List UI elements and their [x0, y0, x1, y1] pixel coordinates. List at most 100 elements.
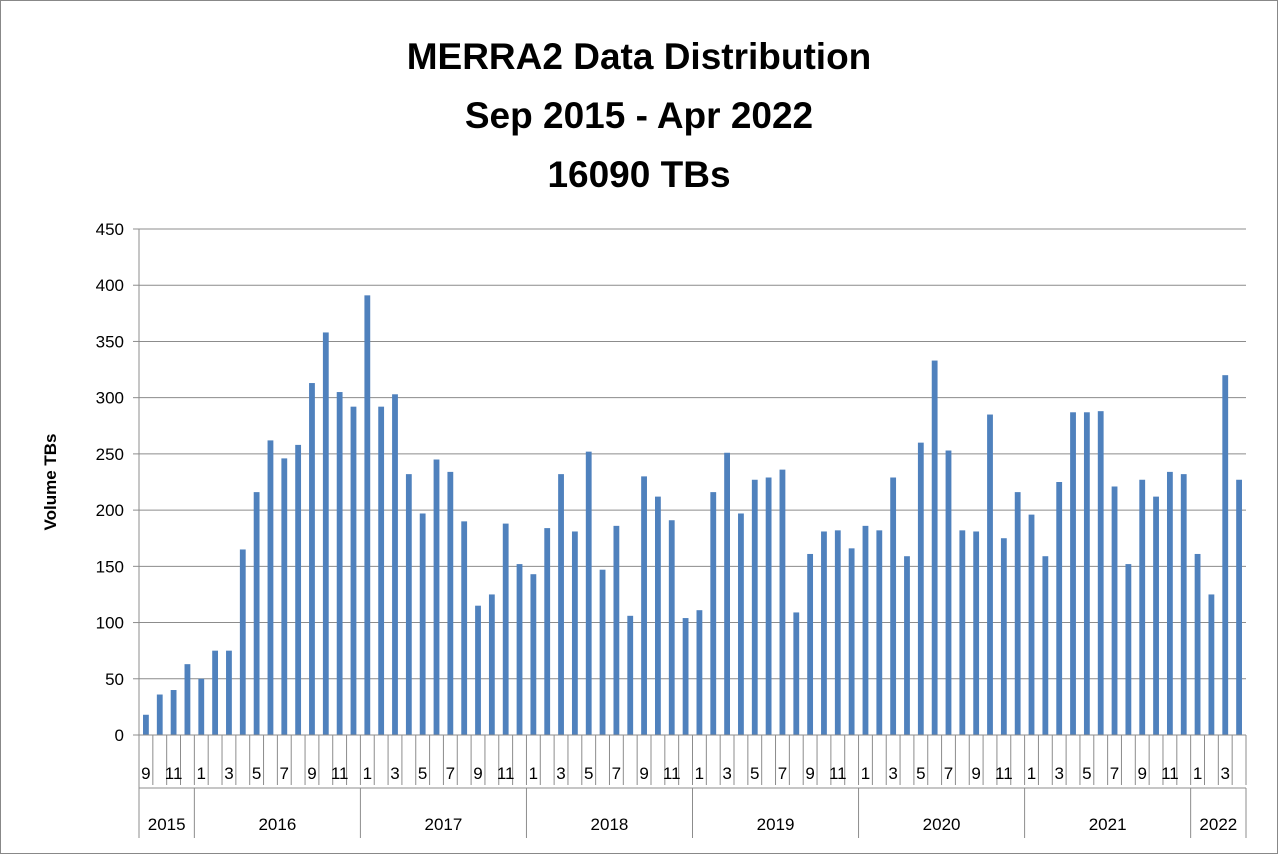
x-month-label: 11	[663, 764, 681, 783]
x-month-label: 3	[1221, 764, 1230, 783]
bar	[585, 451, 592, 735]
x-month-label: 11	[829, 764, 847, 783]
x-month-label: 1	[861, 764, 870, 783]
bar	[309, 383, 315, 735]
bar	[765, 477, 772, 735]
bar	[1125, 564, 1132, 735]
bar	[143, 714, 149, 735]
bar	[447, 471, 454, 735]
x-month-label: 7	[280, 764, 289, 783]
bar	[267, 440, 274, 735]
x-month-label: 1	[695, 764, 704, 783]
x-month-label: 5	[252, 764, 261, 783]
y-tick-labels: 0 50 100 150 200 250 300 350 400 450	[96, 220, 124, 745]
bar	[1222, 375, 1229, 735]
x-month-label: 5	[750, 764, 759, 783]
bar	[1236, 479, 1242, 735]
x-month-label: 5	[584, 764, 593, 783]
bar	[530, 574, 537, 735]
bar	[322, 332, 329, 735]
bar	[405, 474, 412, 735]
x-year-label: 2022	[1199, 815, 1237, 834]
bar	[558, 474, 564, 735]
x-month-label: 3	[888, 764, 897, 783]
x-month-label: 9	[141, 764, 150, 783]
title-line-3: 16090 TBs	[547, 154, 731, 195]
bar	[599, 569, 606, 735]
bar	[959, 530, 966, 735]
bar	[793, 612, 800, 735]
bar	[931, 360, 938, 735]
y-tick-label: 450	[96, 220, 124, 239]
x-month-label: 5	[1082, 764, 1091, 783]
bar	[682, 618, 689, 735]
x-year-label: 2015	[148, 815, 186, 834]
bar	[834, 530, 841, 735]
bar	[419, 513, 426, 735]
chart-title: MERRA2 Data Distribution Sep 2015 - Apr …	[1, 27, 1277, 204]
bar	[350, 406, 357, 735]
x-month-label: 9	[805, 764, 814, 783]
bar	[1083, 412, 1090, 735]
bar	[876, 530, 883, 735]
x-year-label: 2020	[923, 815, 961, 834]
bar	[488, 594, 495, 735]
bar	[1153, 496, 1159, 735]
x-month-label: 11	[1161, 764, 1179, 783]
x-month-label: 11	[497, 764, 515, 783]
bar	[821, 531, 827, 735]
y-tick-label: 200	[96, 501, 124, 520]
bar	[945, 450, 952, 735]
x-month-label: 1	[197, 764, 206, 783]
x-month-label: 1	[363, 764, 372, 783]
x-month-label: 3	[224, 764, 233, 783]
bar	[544, 528, 551, 735]
bar	[904, 556, 910, 735]
bar	[848, 548, 855, 735]
bar	[973, 531, 980, 735]
bar	[668, 520, 675, 735]
bar	[655, 496, 661, 735]
x-month-label: 7	[1110, 764, 1119, 783]
y-tick-label: 350	[96, 332, 124, 351]
bar	[378, 406, 385, 735]
x-month-label: 9	[1137, 764, 1146, 783]
bar	[1111, 486, 1118, 735]
y-tick-label: 50	[105, 670, 124, 689]
bar	[1000, 538, 1007, 735]
x-month-label: 11	[995, 764, 1013, 783]
bar	[1014, 492, 1021, 735]
bar	[987, 414, 993, 735]
y-axis-label: Volume TBs	[41, 434, 60, 531]
bar	[1042, 556, 1049, 735]
bar	[281, 458, 288, 735]
bar	[613, 525, 620, 735]
bar	[475, 605, 481, 735]
y-tick-label: 300	[96, 389, 124, 408]
bar	[433, 459, 440, 735]
title-line-1: MERRA2 Data Distribution	[406, 36, 872, 77]
y-tick-label: 100	[96, 614, 124, 633]
bar	[226, 650, 232, 735]
bar	[184, 664, 191, 735]
bar	[156, 694, 163, 735]
bar	[1180, 474, 1187, 735]
bar	[1097, 411, 1104, 735]
bar	[336, 392, 343, 735]
axes	[133, 228, 1247, 838]
x-month-label: 3	[1054, 764, 1063, 783]
bar	[212, 650, 219, 735]
x-year-label: 2016	[258, 815, 296, 834]
bar	[170, 690, 177, 735]
bar	[1194, 553, 1201, 735]
x-month-label: 9	[971, 764, 980, 783]
x-month-label: 9	[473, 764, 482, 783]
x-year-label: 2019	[757, 815, 795, 834]
bars	[143, 295, 1242, 735]
bar	[738, 513, 744, 735]
bar	[724, 452, 730, 735]
bar	[779, 469, 786, 735]
y-tick-label: 250	[96, 445, 124, 464]
bar	[890, 477, 897, 735]
